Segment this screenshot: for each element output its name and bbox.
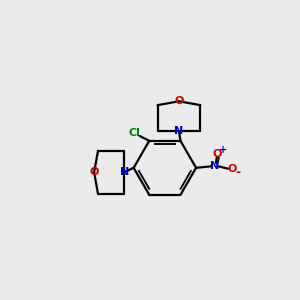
Text: N: N — [174, 126, 184, 136]
Text: -: - — [236, 167, 241, 179]
Text: O: O — [227, 164, 236, 174]
Text: +: + — [219, 145, 227, 155]
Text: Cl: Cl — [128, 128, 140, 138]
Text: O: O — [89, 167, 99, 177]
Text: N: N — [210, 161, 219, 171]
Text: O: O — [174, 96, 184, 106]
Text: O: O — [212, 149, 222, 159]
Text: N: N — [119, 167, 129, 177]
